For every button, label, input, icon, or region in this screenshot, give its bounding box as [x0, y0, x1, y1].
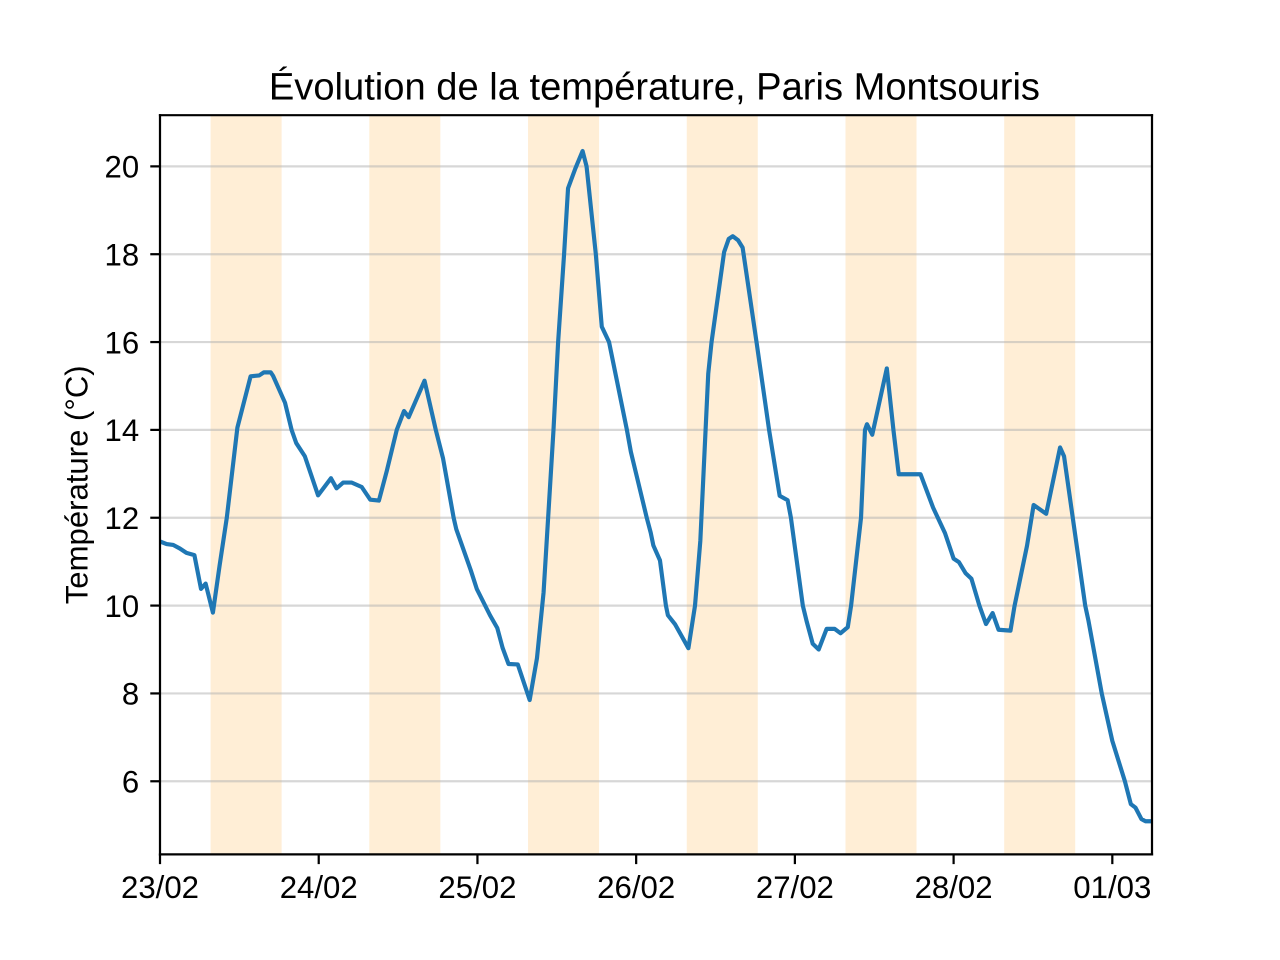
svg-text:10: 10: [105, 589, 140, 624]
svg-text:28/02: 28/02: [915, 870, 993, 905]
svg-text:24/02: 24/02: [280, 870, 358, 905]
svg-text:8: 8: [122, 677, 139, 712]
svg-text:Température (°C): Température (°C): [60, 365, 95, 604]
svg-text:16: 16: [105, 325, 140, 360]
svg-text:01/03: 01/03: [1073, 870, 1151, 905]
svg-text:27/02: 27/02: [756, 870, 834, 905]
svg-text:25/02: 25/02: [438, 870, 516, 905]
svg-text:14: 14: [105, 413, 140, 448]
svg-text:23/02: 23/02: [121, 870, 199, 905]
svg-text:20: 20: [105, 150, 140, 185]
svg-text:18: 18: [105, 237, 140, 272]
svg-text:12: 12: [105, 501, 140, 536]
svg-text:Évolution de la température, P: Évolution de la température, Paris Monts…: [269, 65, 1040, 108]
svg-text:26/02: 26/02: [597, 870, 675, 905]
svg-text:6: 6: [122, 765, 139, 800]
